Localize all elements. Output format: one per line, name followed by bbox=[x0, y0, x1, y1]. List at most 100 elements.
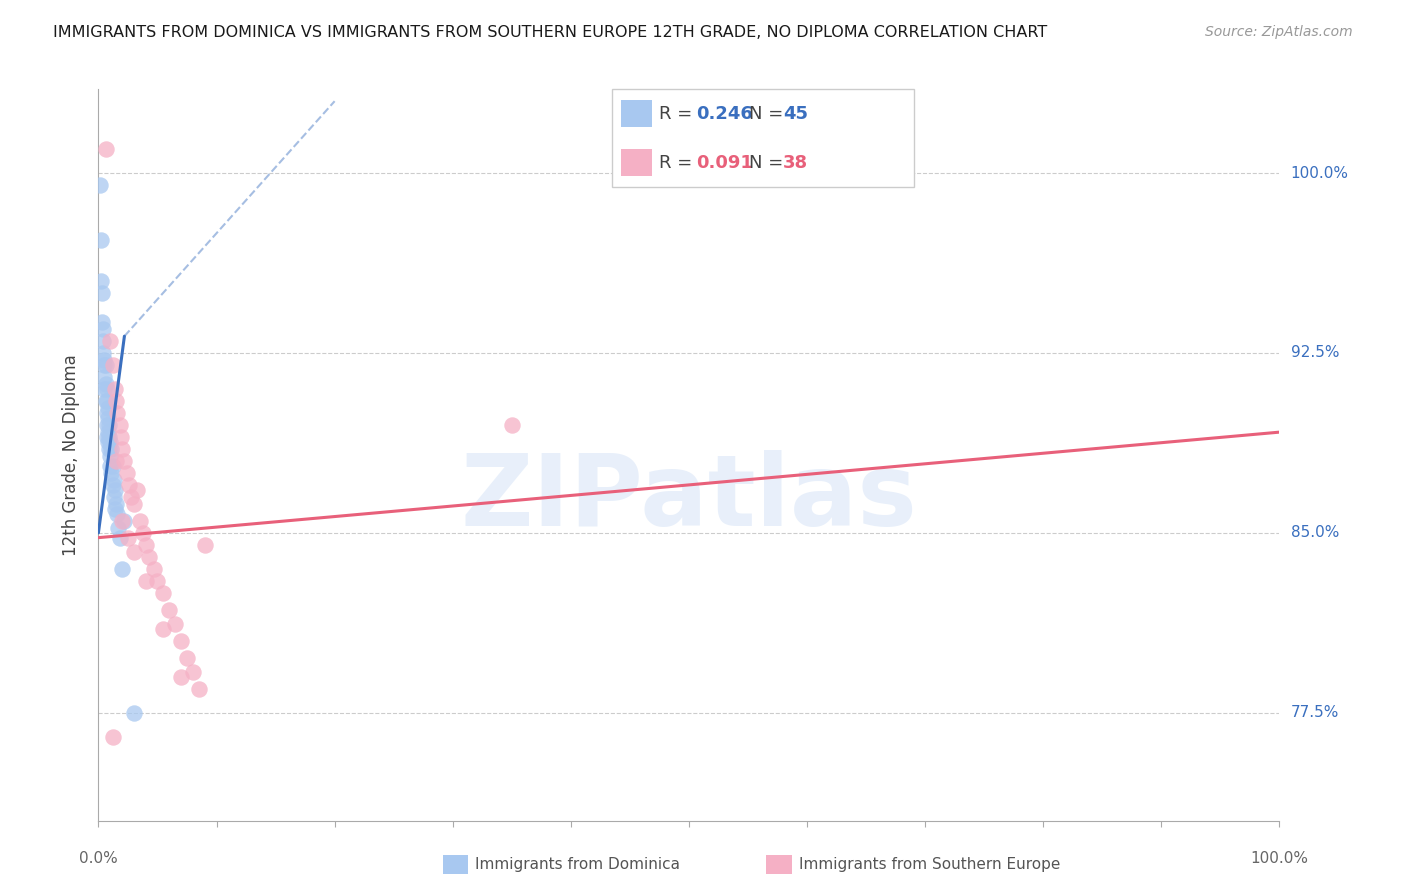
Text: 77.5%: 77.5% bbox=[1291, 706, 1339, 720]
Point bbox=[93, 353, 115, 368]
Point bbox=[117, 531, 139, 545]
Point bbox=[91, 334, 114, 348]
Point bbox=[97, 425, 120, 439]
Point bbox=[104, 501, 127, 516]
Point bbox=[91, 315, 114, 329]
Point bbox=[194, 538, 217, 552]
Point bbox=[93, 370, 115, 384]
Point bbox=[170, 633, 193, 648]
Text: 45: 45 bbox=[783, 104, 808, 123]
Point bbox=[96, 430, 118, 444]
Point bbox=[97, 434, 120, 449]
Text: Source: ZipAtlas.com: Source: ZipAtlas.com bbox=[1205, 25, 1353, 39]
Point bbox=[165, 617, 187, 632]
Point bbox=[97, 401, 120, 416]
Point bbox=[187, 681, 209, 696]
Point bbox=[94, 377, 117, 392]
Text: ZIPatlas: ZIPatlas bbox=[461, 450, 917, 548]
Point bbox=[118, 478, 141, 492]
Point bbox=[96, 406, 118, 420]
Point bbox=[101, 458, 124, 473]
Text: 100.0%: 100.0% bbox=[1291, 166, 1348, 181]
Point bbox=[110, 430, 132, 444]
Point bbox=[122, 706, 145, 720]
Point bbox=[128, 514, 150, 528]
Point bbox=[90, 274, 112, 288]
Point bbox=[91, 322, 114, 336]
Point bbox=[93, 358, 115, 372]
Point bbox=[101, 730, 124, 744]
Point bbox=[98, 442, 121, 456]
Point bbox=[96, 382, 118, 396]
Point bbox=[138, 549, 160, 564]
Text: IMMIGRANTS FROM DOMINICA VS IMMIGRANTS FROM SOUTHERN EUROPE 12TH GRADE, NO DIPLO: IMMIGRANTS FROM DOMINICA VS IMMIGRANTS F… bbox=[53, 25, 1047, 40]
Point bbox=[152, 622, 174, 636]
Point bbox=[115, 466, 138, 480]
Point bbox=[100, 442, 122, 456]
Text: 0.0%: 0.0% bbox=[79, 851, 118, 866]
Point bbox=[127, 483, 149, 497]
Point bbox=[170, 670, 193, 684]
Point bbox=[132, 525, 155, 540]
Point bbox=[89, 178, 111, 193]
Y-axis label: 12th Grade, No Diploma: 12th Grade, No Diploma bbox=[62, 354, 80, 556]
Point bbox=[103, 490, 125, 504]
Text: Immigrants from Dominica: Immigrants from Dominica bbox=[475, 857, 681, 871]
Text: N =: N = bbox=[749, 153, 789, 172]
Point bbox=[98, 434, 121, 449]
Point bbox=[98, 449, 121, 463]
Point bbox=[501, 417, 523, 432]
Point bbox=[111, 562, 134, 576]
Point bbox=[98, 458, 121, 473]
Text: 85.0%: 85.0% bbox=[1291, 525, 1339, 541]
Point bbox=[108, 417, 131, 432]
Text: Immigrants from Southern Europe: Immigrants from Southern Europe bbox=[799, 857, 1060, 871]
Point bbox=[93, 382, 115, 396]
Point bbox=[97, 410, 120, 425]
Point bbox=[104, 483, 127, 497]
Point bbox=[101, 358, 124, 372]
Point bbox=[152, 586, 174, 600]
Point bbox=[91, 286, 114, 301]
Point bbox=[94, 358, 117, 372]
Point bbox=[96, 417, 118, 432]
Text: 92.5%: 92.5% bbox=[1291, 345, 1339, 360]
Point bbox=[122, 497, 145, 511]
Point bbox=[100, 466, 122, 480]
Point bbox=[94, 142, 117, 156]
Text: 0.246: 0.246 bbox=[696, 104, 752, 123]
Point bbox=[107, 521, 129, 535]
Point bbox=[157, 602, 180, 616]
Text: 100.0%: 100.0% bbox=[1250, 851, 1309, 866]
Point bbox=[91, 346, 114, 360]
Point bbox=[96, 394, 118, 409]
Point bbox=[105, 406, 128, 420]
Point bbox=[142, 562, 165, 576]
Point bbox=[181, 665, 204, 679]
Point bbox=[121, 490, 143, 504]
Point bbox=[112, 514, 135, 528]
Point bbox=[108, 531, 131, 545]
Text: R =: R = bbox=[659, 153, 699, 172]
Point bbox=[135, 538, 157, 552]
Point bbox=[98, 430, 121, 444]
Point bbox=[105, 497, 128, 511]
Point bbox=[98, 334, 121, 348]
Point bbox=[103, 473, 125, 487]
Point bbox=[105, 394, 128, 409]
Point bbox=[98, 417, 121, 432]
Point bbox=[105, 454, 128, 468]
Point bbox=[105, 507, 128, 521]
Point bbox=[111, 514, 134, 528]
Point bbox=[176, 650, 198, 665]
Point bbox=[122, 545, 145, 559]
Point bbox=[112, 454, 135, 468]
Point bbox=[146, 574, 169, 588]
Point bbox=[94, 394, 117, 409]
Point bbox=[101, 478, 124, 492]
Text: 38: 38 bbox=[783, 153, 808, 172]
Point bbox=[111, 442, 134, 456]
Text: R =: R = bbox=[659, 104, 699, 123]
Text: 0.091: 0.091 bbox=[696, 153, 752, 172]
Point bbox=[135, 574, 157, 588]
